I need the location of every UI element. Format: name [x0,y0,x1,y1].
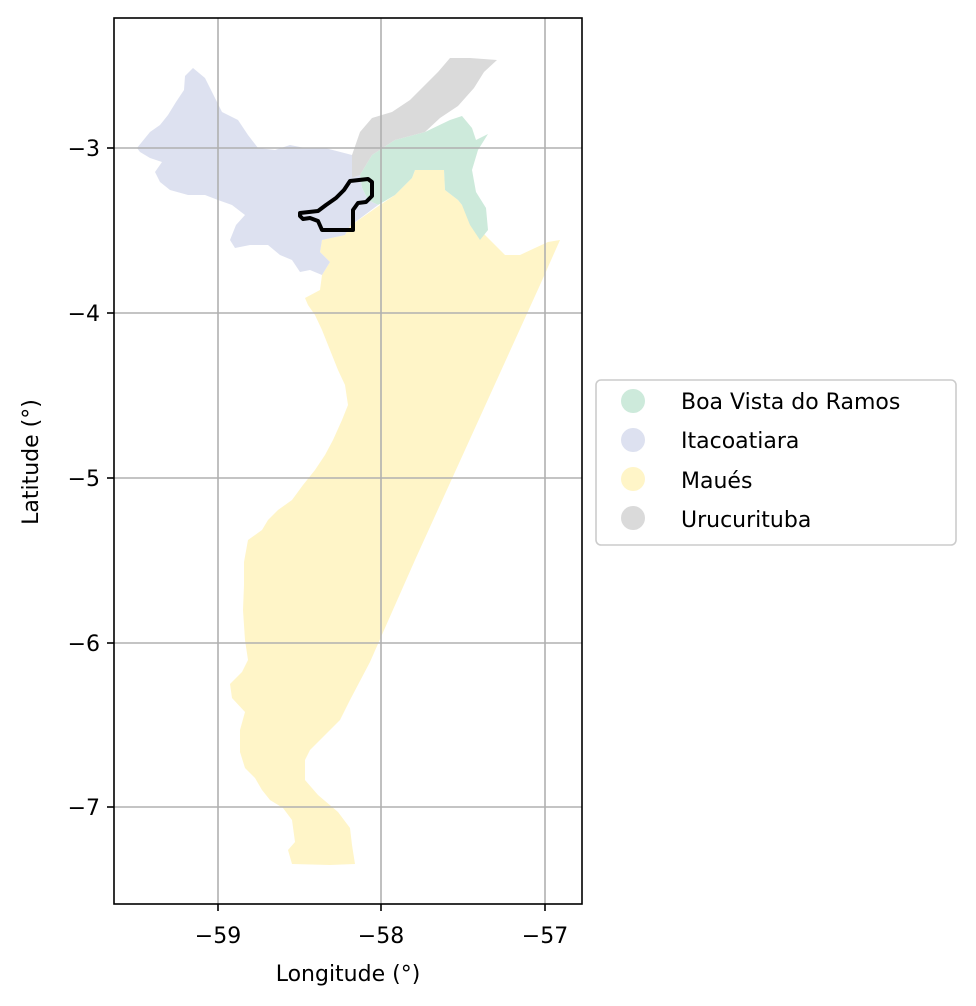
region-boa-vista-do-ramos [360,116,488,240]
y-axis-label: Latitude (°) [19,399,44,525]
y-tick-label: −6 [68,632,100,657]
legend-marker-itacoatiara [621,428,645,452]
region-maues [230,170,560,865]
x-axis-label: Longitude (°) [276,962,421,987]
legend-label: Itacoatiara [681,429,799,454]
x-tick-label: −57 [522,924,568,949]
legend-marker-boa-vista-do-ramos [621,389,645,413]
y-tick-label: −5 [68,467,100,492]
x-tick-label: −58 [358,924,404,949]
legend-marker-maues [621,467,645,491]
y-axis [107,147,114,808]
axes-frame [113,17,583,905]
x-axis [217,904,546,911]
y-tick-label: −4 [68,302,100,327]
legend-label: Maués [681,469,752,494]
legend-label: Boa Vista do Ramos [681,390,900,415]
grid [114,18,582,904]
plot-area [137,58,560,865]
legend: Boa Vista do Ramos Itacoatiara Maués Uru… [595,379,957,546]
x-tick-label: −59 [195,924,241,949]
y-tick-label: −7 [68,796,100,821]
legend-marker-urucurituba [621,506,645,530]
y-tick-label: −3 [68,137,100,162]
legend-box [595,379,957,546]
region-urucurituba [352,58,497,178]
highlight-outline [298,177,374,232]
legend-label: Urucurituba [681,508,811,533]
